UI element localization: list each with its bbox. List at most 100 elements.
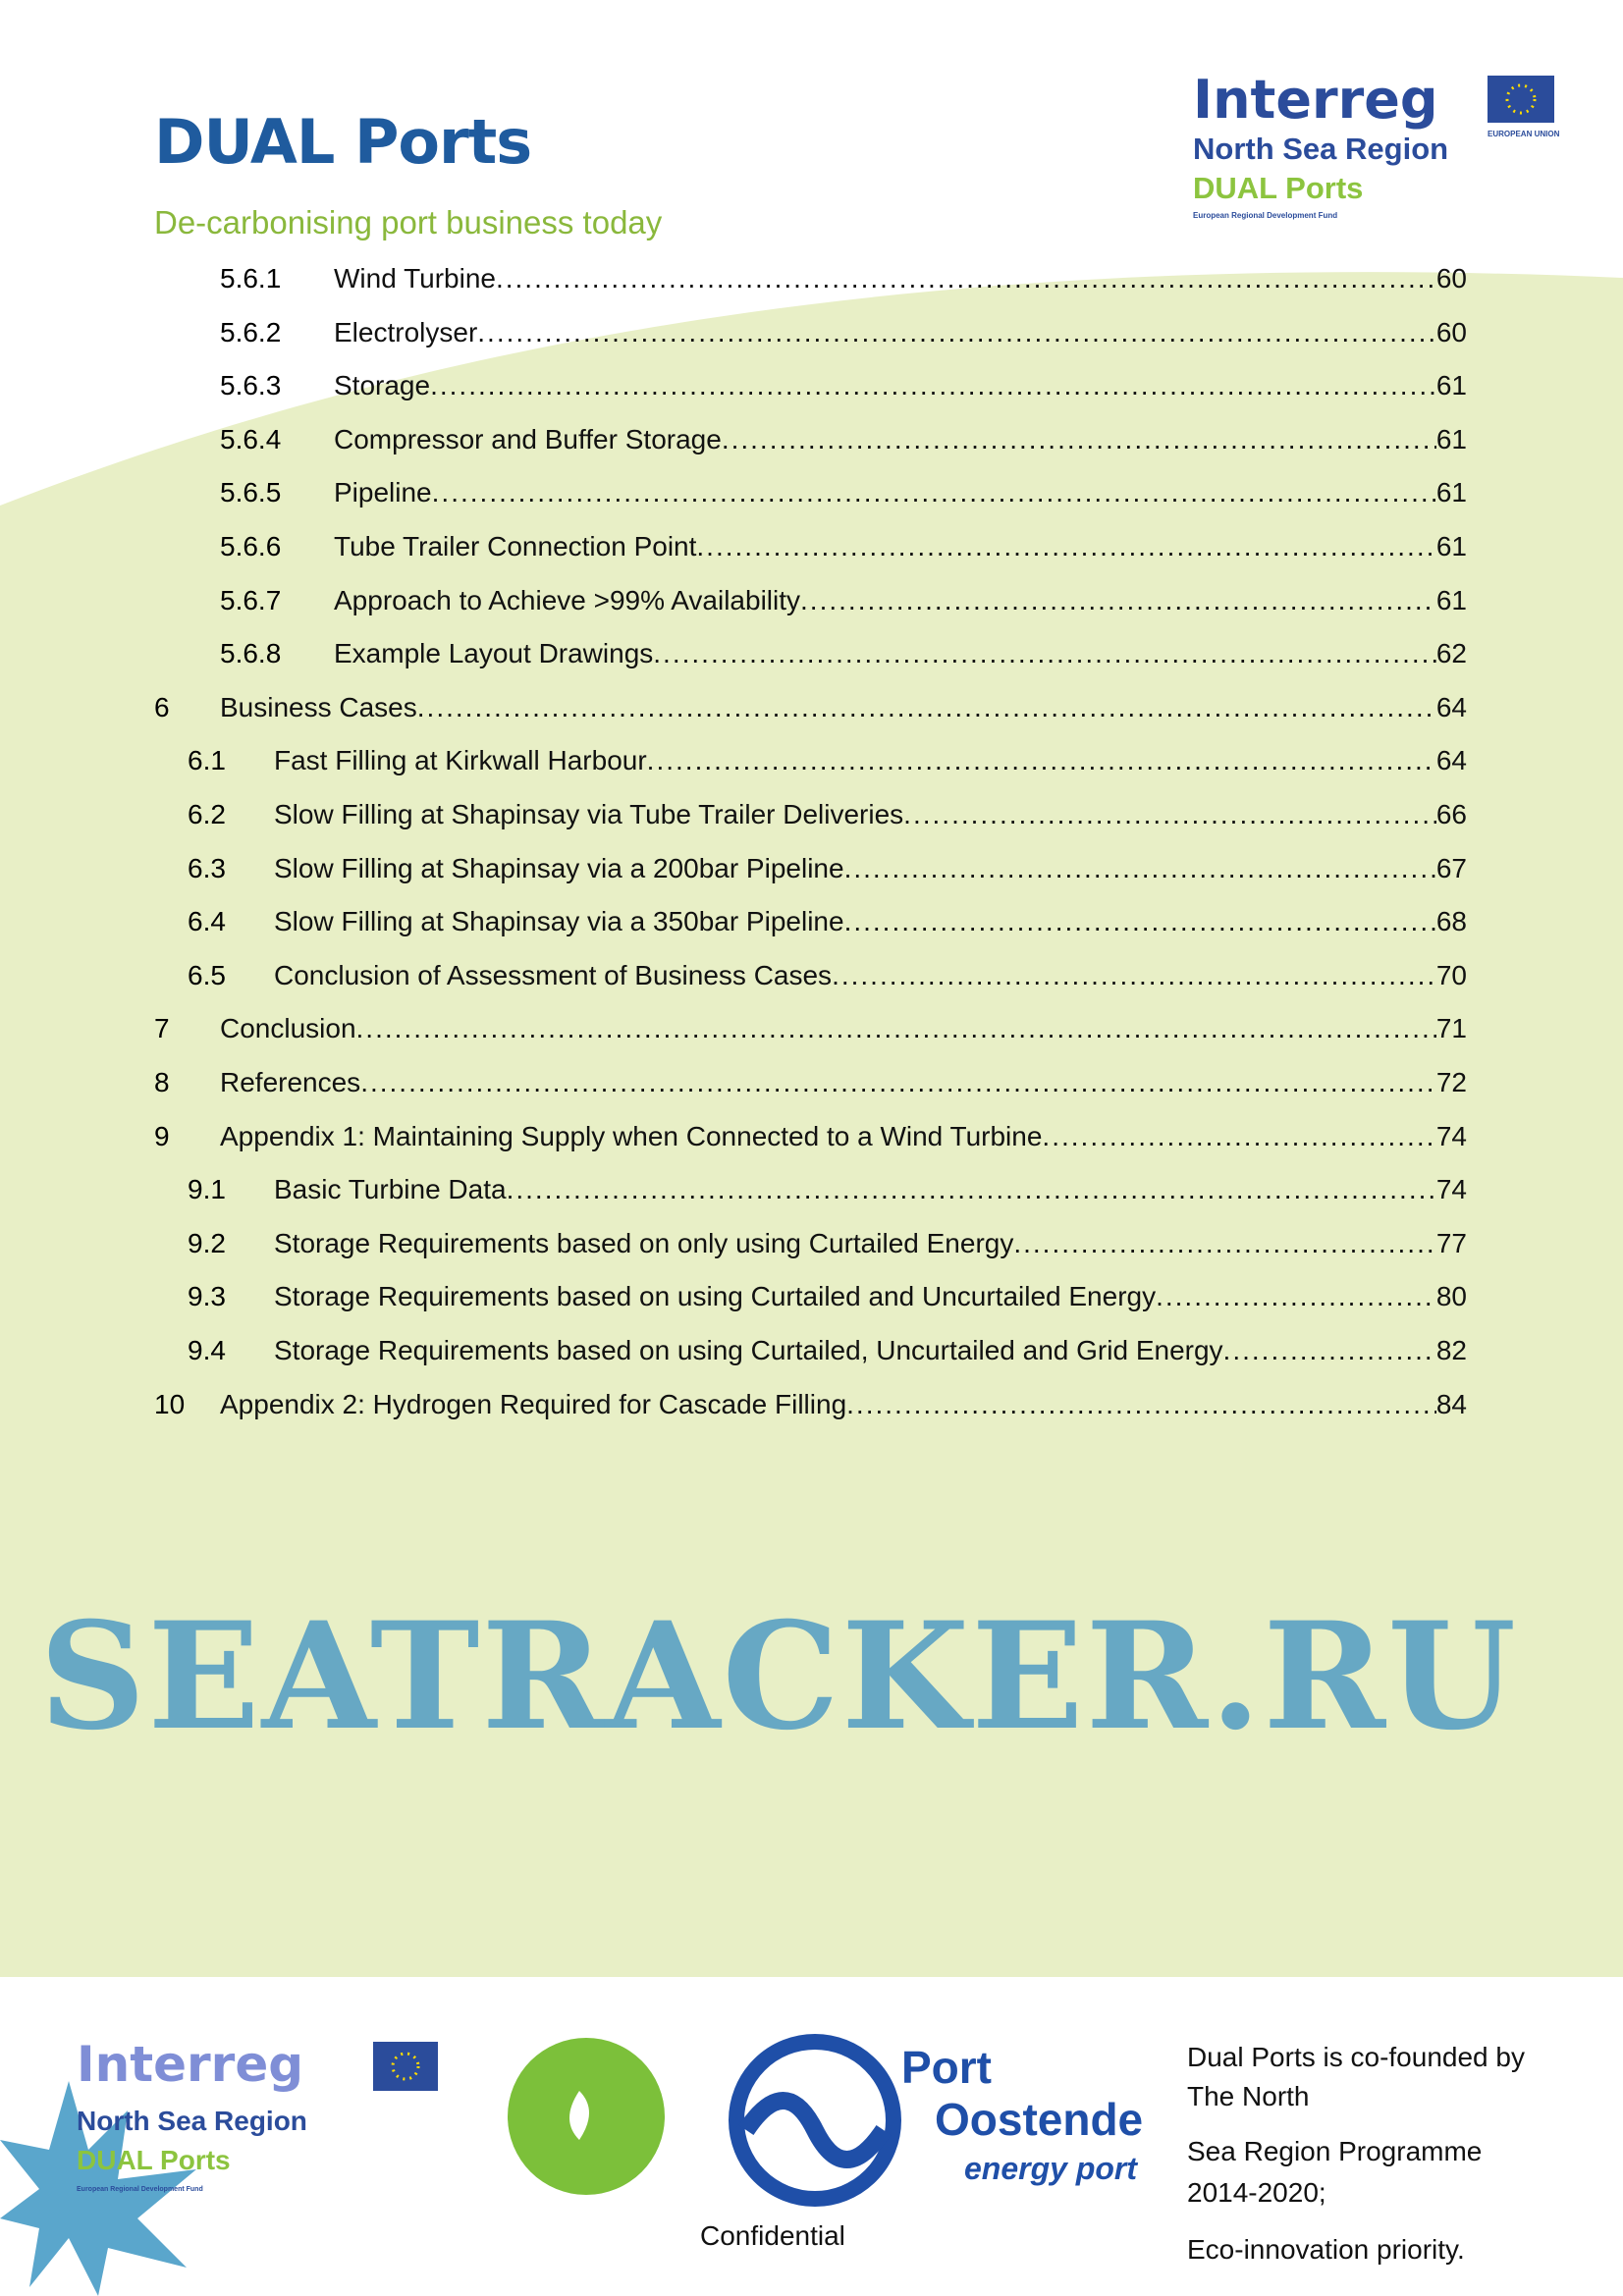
- toc-entry-page: 66: [1435, 799, 1467, 829]
- toc-entry-number: 6.5: [188, 959, 226, 990]
- toc-entry-number: 6: [154, 691, 170, 722]
- toc-entry-number: 5.6.1: [220, 263, 282, 294]
- toc-entry[interactable]: Conclusion of Assessment of Business Cas…: [274, 960, 1467, 999]
- confidential-label: Confidential: [700, 2220, 845, 2251]
- toc-entry-number: 9.3: [188, 1281, 226, 1312]
- toc-entry-page: 60: [1435, 263, 1467, 294]
- toc-entry[interactable]: Storage 61: [334, 370, 1467, 409]
- toc-entry[interactable]: Fast Filling at Kirkwall Harbour 64: [274, 745, 1467, 784]
- cofounded-line: Sea Region Programme: [1187, 2136, 1483, 2166]
- svg-text:North Sea Region: North Sea Region: [77, 2106, 307, 2136]
- dot-leader: [430, 370, 1436, 401]
- toc-entry-title: Business Cases: [220, 691, 417, 722]
- toc-entry-page: 62: [1435, 638, 1467, 669]
- port-oostende-logo: Port Oostende energy port: [729, 2034, 1143, 2207]
- toc-entry-number: 8: [154, 1067, 170, 1097]
- toc-entry-page: 70: [1435, 959, 1467, 990]
- toc-entry-number: 5.6.7: [220, 584, 282, 615]
- toc-entry-page: 61: [1435, 423, 1467, 454]
- dot-leader: [507, 1174, 1436, 1205]
- dot-leader: [1013, 1228, 1436, 1259]
- toc-entry-number: 5.6.4: [220, 423, 282, 454]
- dot-leader: [477, 317, 1436, 348]
- toc-entry-title: Tube Trailer Connection Point: [334, 531, 697, 561]
- toc-entry[interactable]: Storage Requirements based on only using…: [274, 1228, 1467, 1267]
- toc-entry-title: Electrolyser: [334, 316, 478, 347]
- dot-leader: [496, 263, 1436, 294]
- dot-leader: [722, 424, 1436, 455]
- dot-leader: [417, 692, 1436, 723]
- toc-entry-title: Appendix 1: Maintaining Supply when Conn…: [220, 1120, 1043, 1151]
- toc-entry[interactable]: References 72: [220, 1067, 1467, 1106]
- toc-entry-page: 61: [1435, 370, 1467, 401]
- toc-entry-page: 84: [1435, 1388, 1467, 1419]
- interreg-footer-logo: Interreg North Sea Region DUAL Ports Eur…: [77, 2036, 438, 2193]
- toc-entry[interactable]: Slow Filling at Shapinsay via a 350bar P…: [274, 906, 1467, 945]
- toc-entry-number: 7: [154, 1013, 170, 1044]
- svg-text:North Sea Region: North Sea Region: [1193, 132, 1448, 166]
- svg-text:energy port: energy port: [964, 2151, 1138, 2186]
- toc-entry[interactable]: Tube Trailer Connection Point 61: [334, 531, 1467, 570]
- watermark: SEATRACKER.RU: [39, 1590, 1518, 1763]
- toc-entry[interactable]: Slow Filling at Shapinsay via a 200bar P…: [274, 853, 1467, 892]
- page-title: DUAL Ports: [154, 106, 532, 178]
- toc-entry-number: 10: [154, 1388, 186, 1419]
- toc-entry-title: Appendix 2: Hydrogen Required for Cascad…: [220, 1388, 847, 1419]
- toc-entry-page: 68: [1435, 906, 1467, 937]
- toc-entry-page: 82: [1435, 1335, 1467, 1365]
- dot-leader: [1042, 1121, 1435, 1152]
- toc-entry[interactable]: Storage Requirements based on using Curt…: [274, 1335, 1467, 1374]
- toc-entry[interactable]: Approach to Achieve >99% Availability 61: [334, 585, 1467, 624]
- dot-leader: [360, 1067, 1436, 1098]
- toc-entry-title: Conclusion: [220, 1013, 356, 1044]
- toc-entry[interactable]: Wind Turbine 60: [334, 263, 1467, 302]
- toc-entry-page: 72: [1435, 1067, 1467, 1097]
- toc-entry-page: 74: [1435, 1174, 1467, 1205]
- toc-entry[interactable]: Example Layout Drawings 62: [334, 638, 1467, 677]
- dot-leader: [846, 1389, 1436, 1420]
- toc-entry-title: Pipeline: [334, 477, 432, 508]
- toc-entry-number: 9.1: [188, 1174, 226, 1205]
- toc-entry-number: 6.1: [188, 745, 226, 776]
- cofounded-line: Dual Ports is co-founded by: [1187, 2042, 1525, 2072]
- toc-entry[interactable]: Pipeline 61: [334, 477, 1467, 516]
- toc-entry[interactable]: Appendix 1: Maintaining Supply when Conn…: [220, 1121, 1467, 1160]
- toc-entry[interactable]: Slow Filling at Shapinsay via Tube Trail…: [274, 799, 1467, 838]
- watermark-starburst: [0, 2081, 196, 2296]
- cofounded-line: The North: [1187, 2081, 1310, 2111]
- svg-text:DUAL Ports: DUAL Ports: [77, 2145, 231, 2175]
- toc-entry[interactable]: Compressor and Buffer Storage 61: [334, 424, 1467, 463]
- svg-text:European Regional Development: European Regional Development Fund: [1193, 211, 1337, 220]
- toc-entry-number: 5.6.6: [220, 531, 282, 561]
- dot-leader: [832, 960, 1436, 991]
- toc-entry[interactable]: Appendix 2: Hydrogen Required for Cascad…: [220, 1389, 1467, 1428]
- dot-leader: [1223, 1335, 1436, 1366]
- toc-entry-page: 80: [1435, 1281, 1467, 1312]
- page-subtitle: De-carbonising port business today: [154, 204, 663, 240]
- toc-entry-number: 5.6.3: [220, 370, 282, 401]
- toc-entry-title: Storage: [334, 370, 431, 401]
- eu-flag-icon: [1488, 76, 1554, 123]
- toc-entry-title: Slow Filling at Shapinsay via a 200bar P…: [274, 852, 844, 883]
- toc-entry[interactable]: Electrolyser 60: [334, 317, 1467, 356]
- toc-entry-number: 6.2: [188, 799, 226, 829]
- dot-leader: [696, 531, 1435, 562]
- dot-leader: [844, 853, 1436, 884]
- svg-text:Interreg: Interreg: [77, 2036, 303, 2093]
- toc-entry-title: Storage Requirements based on only using…: [274, 1227, 1014, 1258]
- toc-entry-title: Storage Requirements based on using Curt…: [274, 1281, 1157, 1312]
- toc-entry-page: 64: [1435, 691, 1467, 722]
- toc-entry-page: 77: [1435, 1227, 1467, 1258]
- toc-entry-title: Approach to Achieve >99% Availability: [334, 584, 801, 615]
- toc-entry[interactable]: Basic Turbine Data 74: [274, 1174, 1467, 1213]
- toc-entry-page: 74: [1435, 1120, 1467, 1151]
- toc-entry-number: 5.6.8: [220, 638, 282, 669]
- toc-entry-number: 6.4: [188, 906, 226, 937]
- toc-entry[interactable]: Business Cases 64: [220, 692, 1467, 731]
- interreg-logo: Interreg North Sea Region DUAL Ports Eur…: [1193, 71, 1560, 220]
- toc-entry-page: 64: [1435, 745, 1467, 776]
- toc-entry[interactable]: Conclusion 71: [220, 1013, 1467, 1052]
- toc-entry-page: 71: [1435, 1013, 1467, 1044]
- toc-entry[interactable]: Storage Requirements based on using Curt…: [274, 1281, 1467, 1320]
